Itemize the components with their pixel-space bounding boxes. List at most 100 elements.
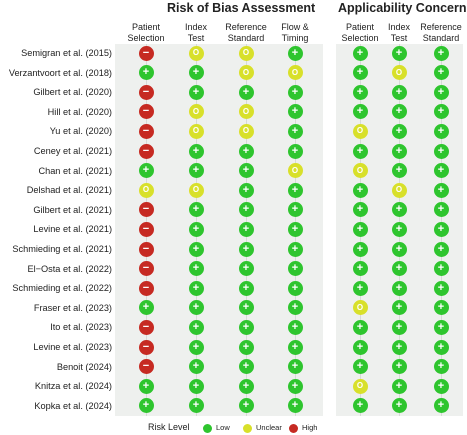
applicability-rating-unclear-icon: O: [352, 163, 368, 179]
bias-rating-low-icon: +: [287, 221, 303, 237]
bias-rating-unclear-icon: O: [238, 104, 254, 120]
bias-rating-unclear-icon: O: [287, 163, 303, 179]
applicability-rating-low-icon: +: [391, 359, 407, 375]
applicability-rating-low-icon: +: [352, 202, 368, 218]
study-label: Gilbert et al. (2020): [33, 87, 112, 98]
bias-rating-low-icon: +: [188, 65, 204, 81]
bias-rating-low-icon: +: [238, 182, 254, 198]
applicability-rating-low-icon: +: [352, 319, 368, 335]
bias-rating-unclear-icon: O: [188, 123, 204, 139]
study-label: Schmieding et al. (2022): [12, 283, 112, 294]
bias-rating-low-icon: +: [287, 241, 303, 257]
applicability-rating-low-icon: +: [352, 104, 368, 120]
study-label: Levine et al. (2021): [33, 224, 112, 235]
applicability-rating-low-icon: +: [352, 221, 368, 237]
bias-rating-high-icon: −: [138, 339, 154, 355]
bias-rating-low-icon: +: [188, 163, 204, 179]
bias-rating-low-icon: +: [138, 65, 154, 81]
study-label: Ito et al. (2023): [50, 322, 112, 333]
bias-rating-low-icon: +: [238, 84, 254, 100]
legend-low-label: Low: [216, 423, 230, 432]
applicability-rating-unclear-icon: O: [391, 182, 407, 198]
bias-rating-low-icon: +: [188, 300, 204, 316]
study-label: Benoit (2024): [56, 361, 112, 372]
bias-rating-high-icon: −: [138, 359, 154, 375]
bias-rating-unclear-icon: O: [138, 182, 154, 198]
applicability-rating-low-icon: +: [391, 300, 407, 316]
applicability-rating-low-icon: +: [391, 84, 407, 100]
applicability-rating-low-icon: +: [352, 84, 368, 100]
bias-rating-low-icon: +: [188, 398, 204, 414]
applicability-rating-low-icon: +: [352, 182, 368, 198]
bias-rating-low-icon: +: [188, 378, 204, 394]
bias-rating-low-icon: +: [287, 359, 303, 375]
applicability-rating-low-icon: +: [433, 378, 449, 394]
bias-column-header-reference-standard: Reference Standard: [225, 22, 267, 43]
bias-rating-low-icon: +: [238, 202, 254, 218]
bias-rating-unclear-icon: O: [188, 104, 204, 120]
bias-rating-low-icon: +: [287, 378, 303, 394]
bias-rating-low-icon: +: [238, 163, 254, 179]
applicability-rating-low-icon: +: [391, 123, 407, 139]
legend-unclear-label: Unclear: [256, 423, 282, 432]
applicability-rating-low-icon: +: [391, 221, 407, 237]
study-label: Fraser et al. (2023): [33, 302, 112, 313]
applicability-rating-low-icon: +: [433, 300, 449, 316]
bias-rating-low-icon: +: [287, 280, 303, 296]
applicability-section-title: Applicability Concerns: [338, 1, 467, 15]
bias-rating-low-icon: +: [238, 378, 254, 394]
applicability-rating-low-icon: +: [433, 261, 449, 277]
bias-rating-low-icon: +: [287, 261, 303, 277]
bias-rating-unclear-icon: O: [188, 45, 204, 61]
bias-rating-low-icon: +: [238, 398, 254, 414]
applicability-rating-low-icon: +: [391, 163, 407, 179]
applicability-rating-low-icon: +: [433, 45, 449, 61]
bias-rating-unclear-icon: O: [238, 65, 254, 81]
bias-rating-low-icon: +: [188, 221, 204, 237]
bias-rating-low-icon: +: [238, 261, 254, 277]
bias-rating-low-icon: +: [287, 45, 303, 61]
applicability-rating-low-icon: +: [391, 280, 407, 296]
study-label: El−Osta et al. (2022): [27, 263, 112, 274]
bias-rating-low-icon: +: [287, 143, 303, 159]
applicability-rating-low-icon: +: [352, 65, 368, 81]
study-label: Gilbert et al. (2021): [33, 204, 112, 215]
bias-rating-low-icon: +: [138, 398, 154, 414]
bias-rating-low-icon: +: [287, 182, 303, 198]
bias-rating-low-icon: +: [138, 378, 154, 394]
study-label: Schmieding et al. (2021): [12, 244, 112, 254]
applicability-rating-low-icon: +: [433, 202, 449, 218]
applicability-rating-low-icon: +: [433, 319, 449, 335]
applicability-rating-low-icon: +: [433, 182, 449, 198]
bias-rating-high-icon: −: [138, 202, 154, 218]
applicability-rating-low-icon: +: [433, 398, 449, 414]
bias-rating-low-icon: +: [188, 202, 204, 218]
bias-column-header-index-test: Index Test: [184, 22, 208, 43]
bias-rating-low-icon: +: [238, 221, 254, 237]
study-label: Chan et al. (2021): [38, 165, 112, 176]
bias-rating-high-icon: −: [138, 123, 154, 139]
applicability-rating-low-icon: +: [352, 339, 368, 355]
study-label: Verzantvoort et al. (2018): [8, 67, 112, 78]
bias-rating-low-icon: +: [238, 300, 254, 316]
applicability-rating-low-icon: +: [433, 359, 449, 375]
bias-rating-low-icon: +: [188, 241, 204, 257]
bias-rating-low-icon: +: [287, 202, 303, 218]
applicability-rating-low-icon: +: [352, 45, 368, 61]
applicability-rating-low-icon: +: [391, 378, 407, 394]
bias-rating-low-icon: +: [188, 339, 204, 355]
bias-rating-low-icon: +: [287, 398, 303, 414]
bias-rating-unclear-icon: O: [287, 65, 303, 81]
applicability-rating-low-icon: +: [391, 339, 407, 355]
applicability-column-header-index-test: Index Test: [387, 22, 411, 43]
applicability-rating-low-icon: +: [433, 123, 449, 139]
bias-rating-high-icon: −: [138, 221, 154, 237]
bias-column-header-flow-timing: Flow & Timing: [281, 22, 309, 43]
applicability-rating-low-icon: +: [433, 241, 449, 257]
legend-unclear-swatch: [243, 424, 252, 433]
applicability-rating-low-icon: +: [433, 143, 449, 159]
applicability-rating-low-icon: +: [391, 398, 407, 414]
study-label: Yu et al. (2020): [49, 126, 112, 137]
applicability-rating-unclear-icon: O: [352, 300, 368, 316]
